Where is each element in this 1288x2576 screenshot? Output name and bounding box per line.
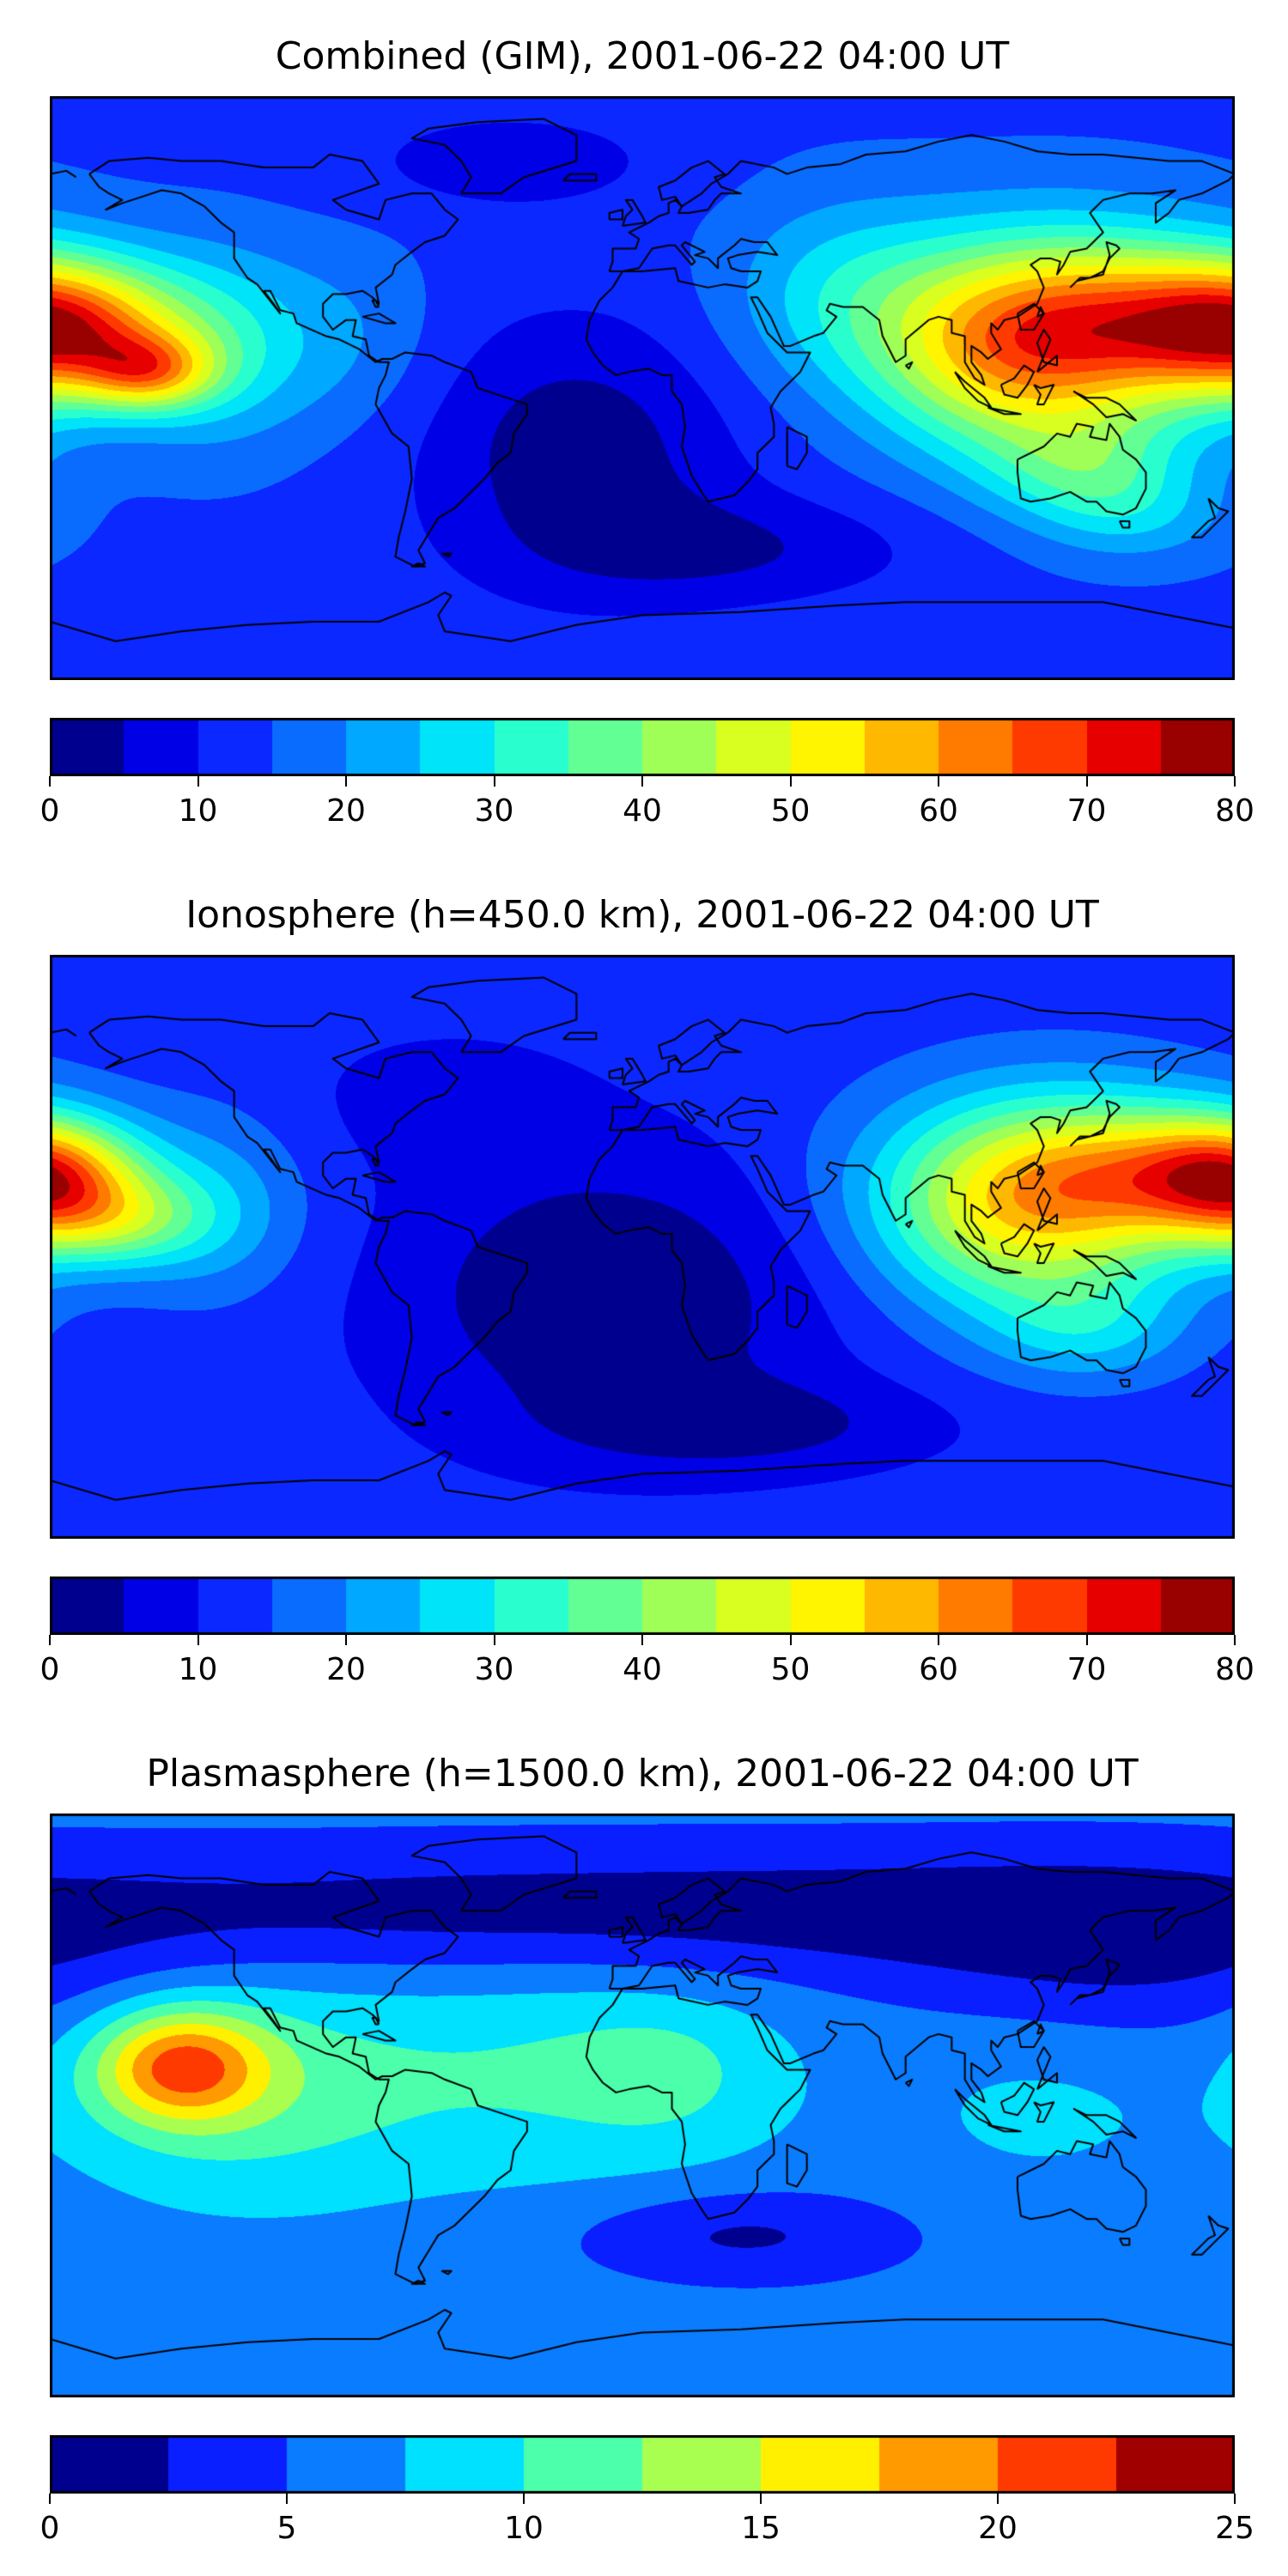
colorbar-tick-mark	[789, 1635, 792, 1645]
panel-title: Plasmasphere (h=1500.0 km), 2001-06-22 0…	[146, 1752, 1139, 1795]
panel-plasmasphere: Plasmasphere (h=1500.0 km), 2001-06-22 0…	[0, 1717, 1288, 2576]
colorbar-tick-label: 10	[178, 793, 218, 829]
colorbar-tick-label: 10	[178, 1652, 218, 1687]
colorbar-tick-label: 30	[474, 1652, 514, 1687]
colorbar-tick-mark	[345, 776, 347, 787]
panel-title: Ionosphere (h=450.0 km), 2001-06-22 04:0…	[185, 893, 1099, 937]
colorbar-ionosphere	[50, 1577, 1235, 1635]
colorbar-tick-mark	[197, 776, 199, 787]
colorbar-tick-mark	[345, 1635, 347, 1645]
colorbar-tick-label: 0	[39, 1652, 60, 1687]
colorbar-tick-mark	[523, 2494, 525, 2504]
colorbar-tick-mark	[760, 2494, 762, 2504]
colorbar-tick-mark	[1234, 776, 1236, 787]
colorbar-tick-mark	[1234, 1635, 1236, 1645]
colorbar-tick-mark	[197, 1635, 199, 1645]
colorbar-tick-label: 20	[326, 793, 366, 829]
colorbar-tick-label: 25	[1215, 2511, 1255, 2546]
colorbar-tick-mark	[789, 776, 792, 787]
colorbar-tick-mark	[493, 776, 495, 787]
colorbar-tick-mark	[997, 2494, 999, 2504]
colorbar-tick-mark	[49, 2494, 51, 2504]
tec-map-plasmasphere	[50, 1814, 1235, 2397]
colorbar-tick-label: 50	[770, 793, 811, 829]
colorbar-ticks: 0 10 20 30 40 50 60 70 80	[40, 1635, 1255, 1687]
colorbar-tick-label: 5	[276, 2511, 297, 2546]
colorbar-tick-mark	[49, 1635, 51, 1645]
colorbar-tick-mark	[641, 776, 643, 787]
colorbar-tick-mark	[938, 776, 939, 787]
colorbar-plasmasphere	[50, 2435, 1235, 2494]
colorbar-tick-mark	[641, 1635, 643, 1645]
colorbar-tick-label: 15	[741, 2511, 781, 2546]
colorbar-tick-mark	[1085, 776, 1088, 787]
colorbar-ticks: 0 5 10 15 20 25	[40, 2494, 1255, 2546]
colorbar-tick-label: 30	[474, 793, 514, 829]
colorbar-tick-label: 40	[623, 1652, 662, 1687]
colorbar-tick-label: 20	[978, 2511, 1018, 2546]
colorbar-tick-mark	[286, 2494, 288, 2504]
colorbar-tick-mark	[49, 776, 51, 787]
colorbar-tick-label: 80	[1215, 793, 1255, 829]
colorbar-tick-label: 0	[39, 793, 60, 829]
colorbar-ticks: 0 10 20 30 40 50 60 70 80	[40, 776, 1255, 829]
colorbar-tick-label: 20	[326, 1652, 366, 1687]
colorbar-tick-label: 60	[919, 793, 958, 829]
colorbar-tick-label: 10	[504, 2511, 544, 2546]
colorbar-tick-label: 60	[919, 1652, 958, 1687]
colorbar-tick-mark	[1085, 1635, 1088, 1645]
colorbar-tick-mark	[493, 1635, 495, 1645]
colorbar-tick-mark	[938, 1635, 939, 1645]
colorbar-tick-label: 70	[1066, 1652, 1107, 1687]
colorbar-tick-label: 70	[1066, 793, 1107, 829]
colorbar-tick-label: 80	[1215, 1652, 1255, 1687]
panel-ionosphere: Ionosphere (h=450.0 km), 2001-06-22 04:0…	[0, 859, 1288, 1717]
colorbar-tick-label: 50	[770, 1652, 811, 1687]
colorbar-tick-label: 0	[39, 2511, 60, 2546]
colorbar-tick-mark	[1234, 2494, 1236, 2504]
colorbar-tick-label: 40	[623, 793, 662, 829]
colorbar-combined	[50, 718, 1235, 776]
panel-title: Combined (GIM), 2001-06-22 04:00 UT	[275, 34, 1010, 78]
panel-combined: Combined (GIM), 2001-06-22 04:00 UT 0 10 2…	[0, 0, 1288, 859]
tec-map-ionosphere	[50, 955, 1235, 1539]
tec-map-combined	[50, 96, 1235, 680]
